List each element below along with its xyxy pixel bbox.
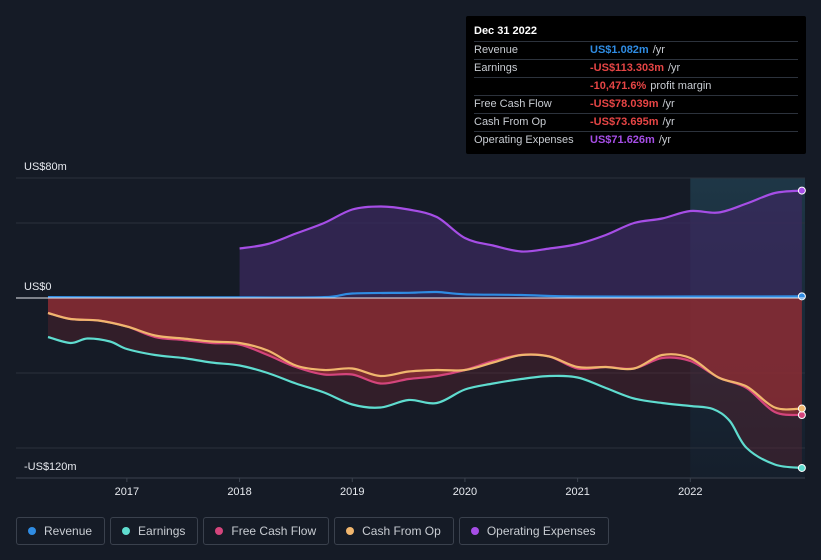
x-tick-label: 2017: [115, 486, 139, 498]
legend-label: Free Cash Flow: [231, 524, 317, 538]
tooltip-unit: /yr: [652, 44, 665, 56]
tooltip-label: [474, 78, 590, 95]
tooltip-date: Dec 31 2022: [474, 25, 537, 37]
x-tick-label: 2018: [227, 486, 251, 498]
legend-item-operating-expenses[interactable]: Operating Expenses: [458, 517, 609, 545]
legend-item-revenue[interactable]: Revenue: [16, 517, 106, 545]
x-axis-ticks: 2017 2018 2019 2020 2021 2022: [115, 478, 703, 498]
series-areas: [48, 190, 802, 468]
tooltip-row-profit-margin: -10,471.6% profit margin: [474, 77, 798, 95]
y-axis-label-top: US$80m: [24, 161, 67, 173]
cash-from-op-endpoint: [797, 404, 806, 413]
series-endpoints: [797, 186, 806, 472]
tooltip-unit: /yr: [662, 116, 675, 128]
tooltip-label: Earnings: [474, 62, 518, 74]
tooltip-value: -US$73.695m: [590, 116, 659, 128]
tooltip-row-operating-expenses: Operating Expenses US$71.626m /yr: [474, 131, 798, 149]
tooltip-unit: /yr: [662, 98, 675, 110]
legend-dot-icon: [346, 527, 355, 535]
x-tick-label: 2020: [453, 486, 477, 498]
free-cash-flow-area: [48, 298, 802, 416]
legend-item-earnings[interactable]: Earnings: [110, 517, 199, 545]
legend-dot-icon: [215, 527, 224, 535]
chart-legend: Revenue Earnings Free Cash Flow Cash Fro…: [16, 517, 609, 545]
tooltip-label: Revenue: [474, 44, 519, 56]
legend-dot-icon: [470, 527, 479, 535]
tooltip-value: -10,471.6%: [590, 80, 647, 92]
tooltip-row-cash-from-op: Cash From Op -US$73.695m /yr: [474, 113, 798, 131]
tooltip-unit: /yr: [668, 62, 681, 74]
cash-from-op-line: [47, 311, 802, 411]
earnings-endpoint: [797, 463, 806, 472]
x-tick-label: 2022: [678, 486, 702, 498]
x-tick-label: 2021: [565, 486, 589, 498]
tooltip-row-revenue: Revenue US$1.082m /yr: [474, 41, 798, 59]
earnings-area: [48, 298, 802, 468]
tooltip-row-earnings: Earnings -US$113.303m /yr: [474, 59, 798, 77]
tooltip-unit: /yr: [658, 134, 672, 146]
series-lines: [47, 189, 803, 469]
operating-expenses-area: [239, 190, 802, 298]
earnings-line: [47, 335, 803, 469]
legend-item-free-cash-flow[interactable]: Free Cash Flow: [203, 517, 330, 545]
legend-dot-icon: [28, 527, 36, 535]
legend-label: Earnings: [138, 524, 186, 538]
revenue-endpoint: [797, 292, 806, 301]
free-cash-flow-line: [47, 311, 803, 417]
chart-canvas: US$80m US$0 -US$120m 2017 2018 2019 2020 202…: [16, 161, 806, 498]
tooltip-value: -US$113.303m: [590, 62, 664, 74]
legend-label: Operating Expenses: [486, 524, 596, 538]
y-axis-label-bottom: -US$120m: [24, 461, 77, 473]
legend-item-cash-from-op[interactable]: Cash From Op: [334, 517, 454, 545]
tooltip-label: Operating Expenses: [474, 134, 574, 146]
operating-expenses-endpoint: [797, 186, 806, 195]
revenue-line: [47, 290, 802, 299]
tooltip-value: US$1.082m: [590, 44, 649, 56]
x-tick-label: 2019: [340, 486, 364, 498]
tooltip-label: Free Cash Flow: [474, 98, 552, 110]
y-axis-label-zero: US$0: [24, 281, 52, 293]
tooltip-label: Cash From Op: [474, 116, 547, 128]
legend-label: Cash From Op: [362, 524, 441, 538]
tooltip-value: -US$78.039m: [590, 98, 659, 110]
operating-expenses-line: [239, 189, 802, 253]
data-tooltip: Dec 31 2022 Revenue US$1.082m /yr Earnin…: [466, 16, 806, 154]
tooltip-unit: profit margin: [650, 80, 712, 92]
legend-label: Revenue: [44, 524, 93, 538]
legend-dot-icon: [122, 527, 131, 535]
tooltip-row-free-cash-flow: Free Cash Flow -US$78.039m /yr: [474, 95, 798, 113]
tooltip-value: US$71.626m: [590, 134, 655, 146]
